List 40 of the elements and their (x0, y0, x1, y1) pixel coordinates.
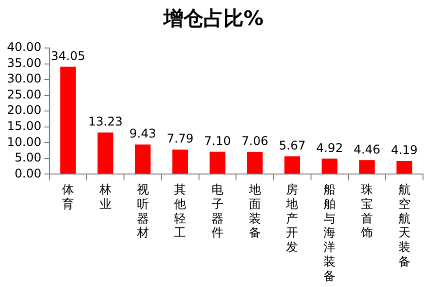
data-label: 4.46 (354, 142, 380, 156)
data-label: 7.06 (242, 134, 268, 148)
x-tick-label: 其他轻工 (174, 182, 186, 240)
x-tick-label: 地面装备 (248, 182, 261, 240)
x-tick-label: 林业 (98, 182, 112, 211)
y-tick-label: 30.00 (6, 72, 42, 86)
y-tick-label: 25.00 (6, 87, 42, 102)
bar (134, 144, 151, 174)
bar (359, 160, 375, 174)
bar (322, 158, 338, 174)
data-label: 7.79 (166, 132, 194, 146)
chart-title: 增仓占比% (162, 6, 264, 30)
bar (284, 156, 300, 174)
bar (247, 152, 263, 174)
x-tick-label: 房地产开发 (285, 182, 298, 254)
bar (98, 132, 114, 174)
data-label: 4.19 (390, 143, 418, 158)
data-label: 4.92 (316, 140, 343, 155)
y-tick-label: 5.00 (14, 150, 42, 165)
bar (172, 150, 188, 174)
data-label: 9.43 (129, 126, 156, 141)
x-tick-label: 体育 (62, 182, 74, 211)
x-tick-label: 视听器材 (136, 182, 149, 240)
bar (60, 66, 76, 174)
bar (210, 152, 226, 174)
data-label: 7.10 (204, 134, 231, 148)
x-tick-label: 船舶与海洋装备 (324, 182, 336, 283)
data-label: 13.23 (88, 114, 123, 129)
y-tick-label: 0.00 (14, 166, 42, 180)
x-tick-label: 珠宝首饰 (360, 182, 373, 240)
y-tick-label: 20.00 (6, 103, 42, 118)
y-tick-label: 35.00 (6, 56, 42, 70)
y-tick-label: 15.00 (6, 119, 42, 133)
data-label: 34.05 (50, 48, 86, 63)
bar (396, 160, 412, 174)
x-tick-label: 航空航天装备 (398, 182, 410, 269)
data-label: 5.67 (278, 138, 306, 152)
y-tick-label: 10.00 (6, 134, 42, 149)
x-tick-label: 电子器件 (211, 182, 224, 240)
y-tick-label: 40.00 (6, 40, 42, 54)
